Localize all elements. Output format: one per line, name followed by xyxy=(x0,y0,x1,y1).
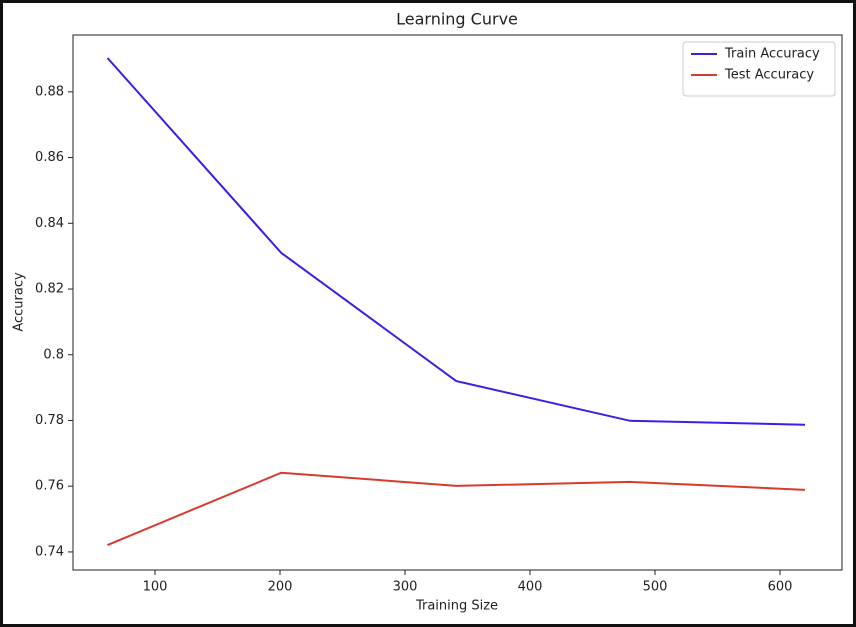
legend-label: Test Accuracy xyxy=(724,68,814,83)
y-tick-label: 0.86 xyxy=(35,150,64,165)
y-tick-label: 0.74 xyxy=(35,544,64,559)
data-line xyxy=(107,471,806,546)
x-tick-label: 400 xyxy=(518,580,543,595)
plot-area xyxy=(72,34,843,571)
y-axis-label: Accuracy xyxy=(12,272,27,332)
legend-box xyxy=(682,41,836,97)
x-tick-label: 500 xyxy=(643,580,668,595)
x-tick-label: 100 xyxy=(143,580,168,595)
legend-label: Train Accuracy xyxy=(724,47,820,62)
x-tick-label: 200 xyxy=(268,580,293,595)
y-tick-label: 0.88 xyxy=(35,84,64,99)
y-tick-label: 0.84 xyxy=(35,216,64,231)
x-tick-label: 600 xyxy=(768,580,793,595)
data-line xyxy=(106,57,806,426)
y-tick-label: 0.76 xyxy=(35,479,64,494)
y-tick-label: 0.8 xyxy=(43,347,64,362)
chart-title: Learning Curve xyxy=(396,10,518,29)
x-tick-label: 300 xyxy=(393,580,418,595)
x-axis-label: Training Size xyxy=(415,599,498,614)
y-tick-label: 0.78 xyxy=(35,413,64,428)
y-tick-label: 0.82 xyxy=(35,282,64,297)
